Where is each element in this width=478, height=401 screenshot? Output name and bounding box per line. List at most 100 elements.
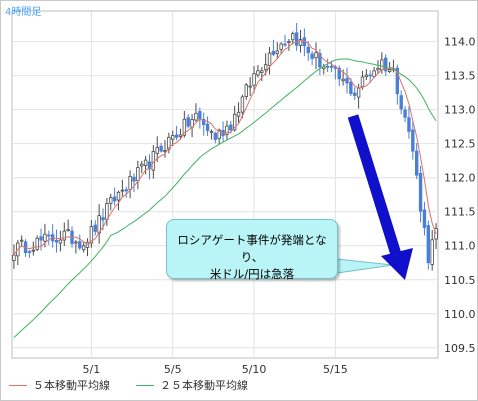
candle-body xyxy=(93,224,97,232)
candle-body xyxy=(287,41,291,44)
candle-body xyxy=(407,117,411,132)
ma25-line xyxy=(13,58,437,338)
legend: ５本移動平均線 ２５本移動平均線 xyxy=(9,377,248,393)
candle-body xyxy=(186,117,190,127)
candle-body xyxy=(356,87,361,98)
candle-body xyxy=(248,85,252,88)
candle-body xyxy=(213,132,218,140)
candle-body xyxy=(345,77,349,84)
candle-body xyxy=(159,145,163,152)
candle-body xyxy=(12,254,16,262)
candle-body xyxy=(171,135,175,140)
candle-body xyxy=(229,124,233,131)
candle-body xyxy=(279,43,283,50)
down-arrow-head xyxy=(381,248,413,280)
candle-body xyxy=(74,241,78,244)
candle-body xyxy=(260,70,264,74)
candle-body xyxy=(236,111,241,117)
candle-body xyxy=(163,150,167,152)
candle-body xyxy=(418,173,423,212)
candle-body xyxy=(376,68,380,71)
candle-body xyxy=(39,236,43,241)
legend-label-ma5: ５本移動平均線 xyxy=(33,379,110,392)
y-tick-label: 113.5 xyxy=(444,70,476,83)
legend-swatch-ma25 xyxy=(136,384,154,386)
candle-body xyxy=(78,241,82,249)
candle-body xyxy=(116,191,121,201)
candle-body xyxy=(283,43,287,46)
legend-label-ma25: ２５本移動平均線 xyxy=(160,379,248,392)
y-tick-label: 109.5 xyxy=(444,342,476,355)
candle-body xyxy=(256,70,260,76)
candle-body xyxy=(109,197,113,204)
candle-body xyxy=(27,251,32,253)
candle-body xyxy=(140,163,144,167)
candle-body xyxy=(298,39,303,46)
candle-body xyxy=(43,233,47,242)
x-tick-label: 5/5 xyxy=(164,363,182,376)
x-tick-label: 5/1 xyxy=(83,363,101,376)
candle-body xyxy=(217,129,221,140)
candle-body xyxy=(384,57,388,72)
candle-body xyxy=(414,150,419,176)
candle-body xyxy=(360,76,365,88)
candle-body xyxy=(209,130,214,133)
candle-body xyxy=(267,52,272,66)
candle-body xyxy=(155,147,159,154)
y-tick-label: 112.0 xyxy=(444,172,476,185)
candle-body xyxy=(310,53,314,59)
candle-body xyxy=(271,50,276,55)
y-tick-label: 112.5 xyxy=(444,138,476,151)
candle-body xyxy=(395,67,400,95)
candle-body xyxy=(422,209,427,228)
candle-body xyxy=(101,217,105,221)
timeframe-label: 4時間足 xyxy=(5,7,42,18)
candle-body xyxy=(143,159,148,166)
candle-body xyxy=(411,129,415,152)
candle-body xyxy=(178,134,183,137)
candle-body xyxy=(294,32,299,46)
candle-body xyxy=(182,118,187,136)
down-arrow-shaft xyxy=(347,114,405,266)
ma5-line xyxy=(13,40,437,256)
legend-swatch-ma5 xyxy=(9,384,27,386)
candle-body xyxy=(66,229,70,232)
candle-body xyxy=(89,226,94,244)
candle-body xyxy=(341,78,345,82)
candle-body xyxy=(291,33,295,41)
annotation-line-1: ロシアゲート事件が発端となり、 xyxy=(177,233,327,264)
y-tick-label: 113.0 xyxy=(444,104,476,117)
plot-area xyxy=(11,10,439,359)
candle-body xyxy=(31,249,35,252)
candle-body xyxy=(325,65,330,68)
x-tick-label: 5/10 xyxy=(242,363,267,376)
candle-body xyxy=(364,74,369,78)
candle-body xyxy=(263,64,268,71)
candle-body xyxy=(120,189,125,192)
candle-body xyxy=(62,230,66,241)
annotation-line-2: 米ドル/円は急落 xyxy=(209,267,295,281)
candle-body xyxy=(194,112,198,121)
y-tick-label: 114.0 xyxy=(444,36,476,49)
candle-body xyxy=(314,52,318,59)
y-tick-label: 110.5 xyxy=(444,274,476,287)
x-tick-label: 5/15 xyxy=(323,363,348,376)
candle-body xyxy=(167,136,171,150)
candle-body xyxy=(47,234,51,237)
candle-body xyxy=(174,134,179,138)
candle-body xyxy=(349,81,353,94)
y-tick-label: 111.5 xyxy=(444,206,476,219)
candle-body xyxy=(380,59,384,71)
candle-body xyxy=(430,239,434,265)
candle-body xyxy=(240,96,245,113)
candle-body xyxy=(205,123,210,131)
annotation-pointer xyxy=(336,258,394,274)
legend-item-ma5: ５本移動平均線 xyxy=(9,377,110,393)
candle-body xyxy=(35,237,39,250)
annotation-callout: ロシアゲート事件が発端となり、 米ドル/円は急落 xyxy=(166,219,338,281)
candle-body xyxy=(337,67,341,80)
candle-body xyxy=(225,125,229,135)
candle-body xyxy=(372,70,376,77)
candle-body xyxy=(198,111,202,120)
